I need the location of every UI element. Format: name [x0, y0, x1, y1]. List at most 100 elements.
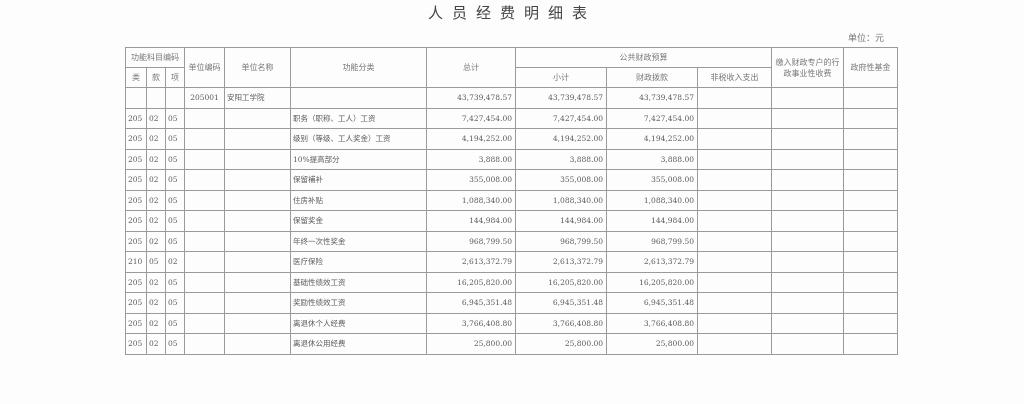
summary-row: 205001 安阳工学院 43,739,478.57 43,739,478.57…	[125, 87, 899, 109]
appropriation-cell: 2,613,372.79	[606, 251, 699, 273]
header-func-code: 功能科目编码	[124, 47, 186, 68]
subtotal-cell: 6,945,351.48	[515, 292, 608, 314]
lei-cell: 205	[125, 107, 147, 129]
empty-cell	[771, 148, 845, 170]
empty-cell	[224, 169, 292, 191]
appropriation-cell: 7,427,454.00	[606, 107, 699, 129]
lei-cell: 205	[125, 292, 147, 314]
table-row: 205 02 05 基础性绩效工资 16,205,820.00 16,205,820.00…	[125, 271, 899, 293]
appropriation-cell: 968,799.50	[606, 230, 699, 252]
func-class-cell: 医疗保险	[290, 251, 428, 273]
empty-cell	[697, 148, 773, 170]
total-cell: 2,613,372.79	[426, 251, 517, 273]
empty-cell	[224, 333, 292, 355]
appropriation-cell: 355,008.00	[606, 169, 699, 191]
empty-cell	[224, 189, 292, 211]
total-cell: 7,427,454.00	[426, 107, 517, 129]
func-class-cell: 基础性绩效工资	[290, 271, 428, 293]
total-cell: 43,739,478.57	[426, 87, 517, 109]
total-cell: 6,945,351.48	[426, 292, 517, 314]
empty-cell	[843, 271, 899, 293]
empty-cell	[843, 230, 899, 252]
table-row: 205 02 05 职务（职称、工人）工资 7,427,454.00 7,427,454.…	[125, 107, 899, 129]
kuan-cell: 02	[146, 333, 166, 355]
total-cell: 355,008.00	[426, 169, 517, 191]
appropriation-cell: 4,194,252.00	[606, 128, 699, 150]
empty-cell	[843, 312, 899, 334]
empty-cell	[697, 292, 773, 314]
kuan-cell: 02	[146, 210, 166, 232]
lei-cell: 205	[125, 169, 147, 191]
total-cell: 4,194,252.00	[426, 128, 517, 150]
total-cell: 25,800.00	[426, 333, 517, 355]
kuan-cell: 05	[146, 251, 166, 273]
func-class-cell: 离退休个人经费	[290, 312, 428, 334]
func-class-cell: 年终一次性奖金	[290, 230, 428, 252]
empty-cell	[697, 107, 773, 129]
func-class-cell: 奖励性绩效工资	[290, 292, 428, 314]
subtotal-cell: 3,888.00	[515, 148, 608, 170]
empty-cell	[224, 148, 292, 170]
empty-cell	[771, 189, 845, 211]
empty-cell	[697, 189, 773, 211]
xiang-cell: 05	[164, 210, 186, 232]
empty-cell	[771, 292, 845, 314]
total-cell: 3,888.00	[426, 148, 517, 170]
subtotal-cell: 3,766,408.80	[515, 312, 608, 334]
table-row: 205 02 05 级别（等级、工人奖金）工资 4,194,252.00 4,194,25…	[125, 128, 899, 150]
kuan-cell: 02	[146, 148, 166, 170]
xiang-cell: 05	[164, 333, 186, 355]
empty-cell	[697, 333, 773, 355]
unit-name-cell: 安阳工学院	[224, 87, 292, 109]
xiang-cell: 05	[164, 230, 186, 252]
header-public-budget: 公共财政预算	[515, 47, 773, 68]
empty-cell	[697, 271, 773, 293]
empty-cell	[697, 128, 773, 150]
total-cell: 16,205,820.00	[426, 271, 517, 293]
subtotal-cell: 43,739,478.57	[515, 87, 608, 109]
appropriation-cell: 144,984.00	[606, 210, 699, 232]
empty-cell	[697, 230, 773, 252]
empty-cell	[843, 292, 899, 314]
lei-cell: 205	[125, 128, 147, 150]
xiang-cell: 02	[164, 251, 186, 273]
empty-cell	[771, 333, 845, 355]
total-cell: 3,766,408.80	[426, 312, 517, 334]
kuan-cell: 02	[146, 312, 166, 334]
lei-cell: 205	[125, 148, 147, 170]
empty-cell	[771, 169, 845, 191]
empty-cell	[771, 230, 845, 252]
empty-cell	[843, 189, 899, 211]
header-subtotal: 小计	[515, 67, 608, 88]
subtotal-cell: 7,427,454.00	[515, 107, 608, 129]
xiang-cell: 05	[164, 292, 186, 314]
empty-cell	[224, 271, 292, 293]
empty-cell	[771, 128, 845, 150]
appropriation-cell: 16,205,820.00	[606, 271, 699, 293]
func-class-cell: 保留補补	[290, 169, 428, 191]
header-gov-fund: 政府性基金	[843, 47, 899, 88]
subtotal-cell: 968,799.50	[515, 230, 608, 252]
appropriation-cell: 3,766,408.80	[606, 312, 699, 334]
empty-cell	[843, 333, 899, 355]
header-unit-code: 单位编码	[184, 47, 226, 88]
xiang-cell: 05	[164, 271, 186, 293]
lei-cell: 210	[125, 251, 147, 273]
func-class-cell: 保留奖金	[290, 210, 428, 232]
appropriation-cell: 25,800.00	[606, 333, 699, 355]
lei-cell: 205	[125, 271, 147, 293]
empty-cell	[184, 189, 226, 211]
table-row: 205 02 05 奖励性绩效工资 6,945,351.48 6,945,351.48 6,…	[125, 292, 899, 314]
subtotal-cell: 16,205,820.00	[515, 271, 608, 293]
xiang-cell: 05	[164, 128, 186, 150]
empty-cell	[697, 210, 773, 232]
empty-cell	[184, 251, 226, 273]
personnel-expense-table: 功能科目编码 单位编码 单位名称 功能分类 总计 公共财政预算 缴入财政专户的行…	[124, 47, 899, 355]
empty-cell	[843, 251, 899, 273]
empty-cell	[843, 107, 899, 129]
empty-cell	[224, 128, 292, 150]
table-row: 205 02 05 离退休公用经费 25,800.00 25,800.00 25,800.0…	[125, 333, 899, 355]
empty-cell	[224, 292, 292, 314]
kuan-cell: 02	[146, 292, 166, 314]
header-func-class: 功能分类	[290, 47, 428, 88]
